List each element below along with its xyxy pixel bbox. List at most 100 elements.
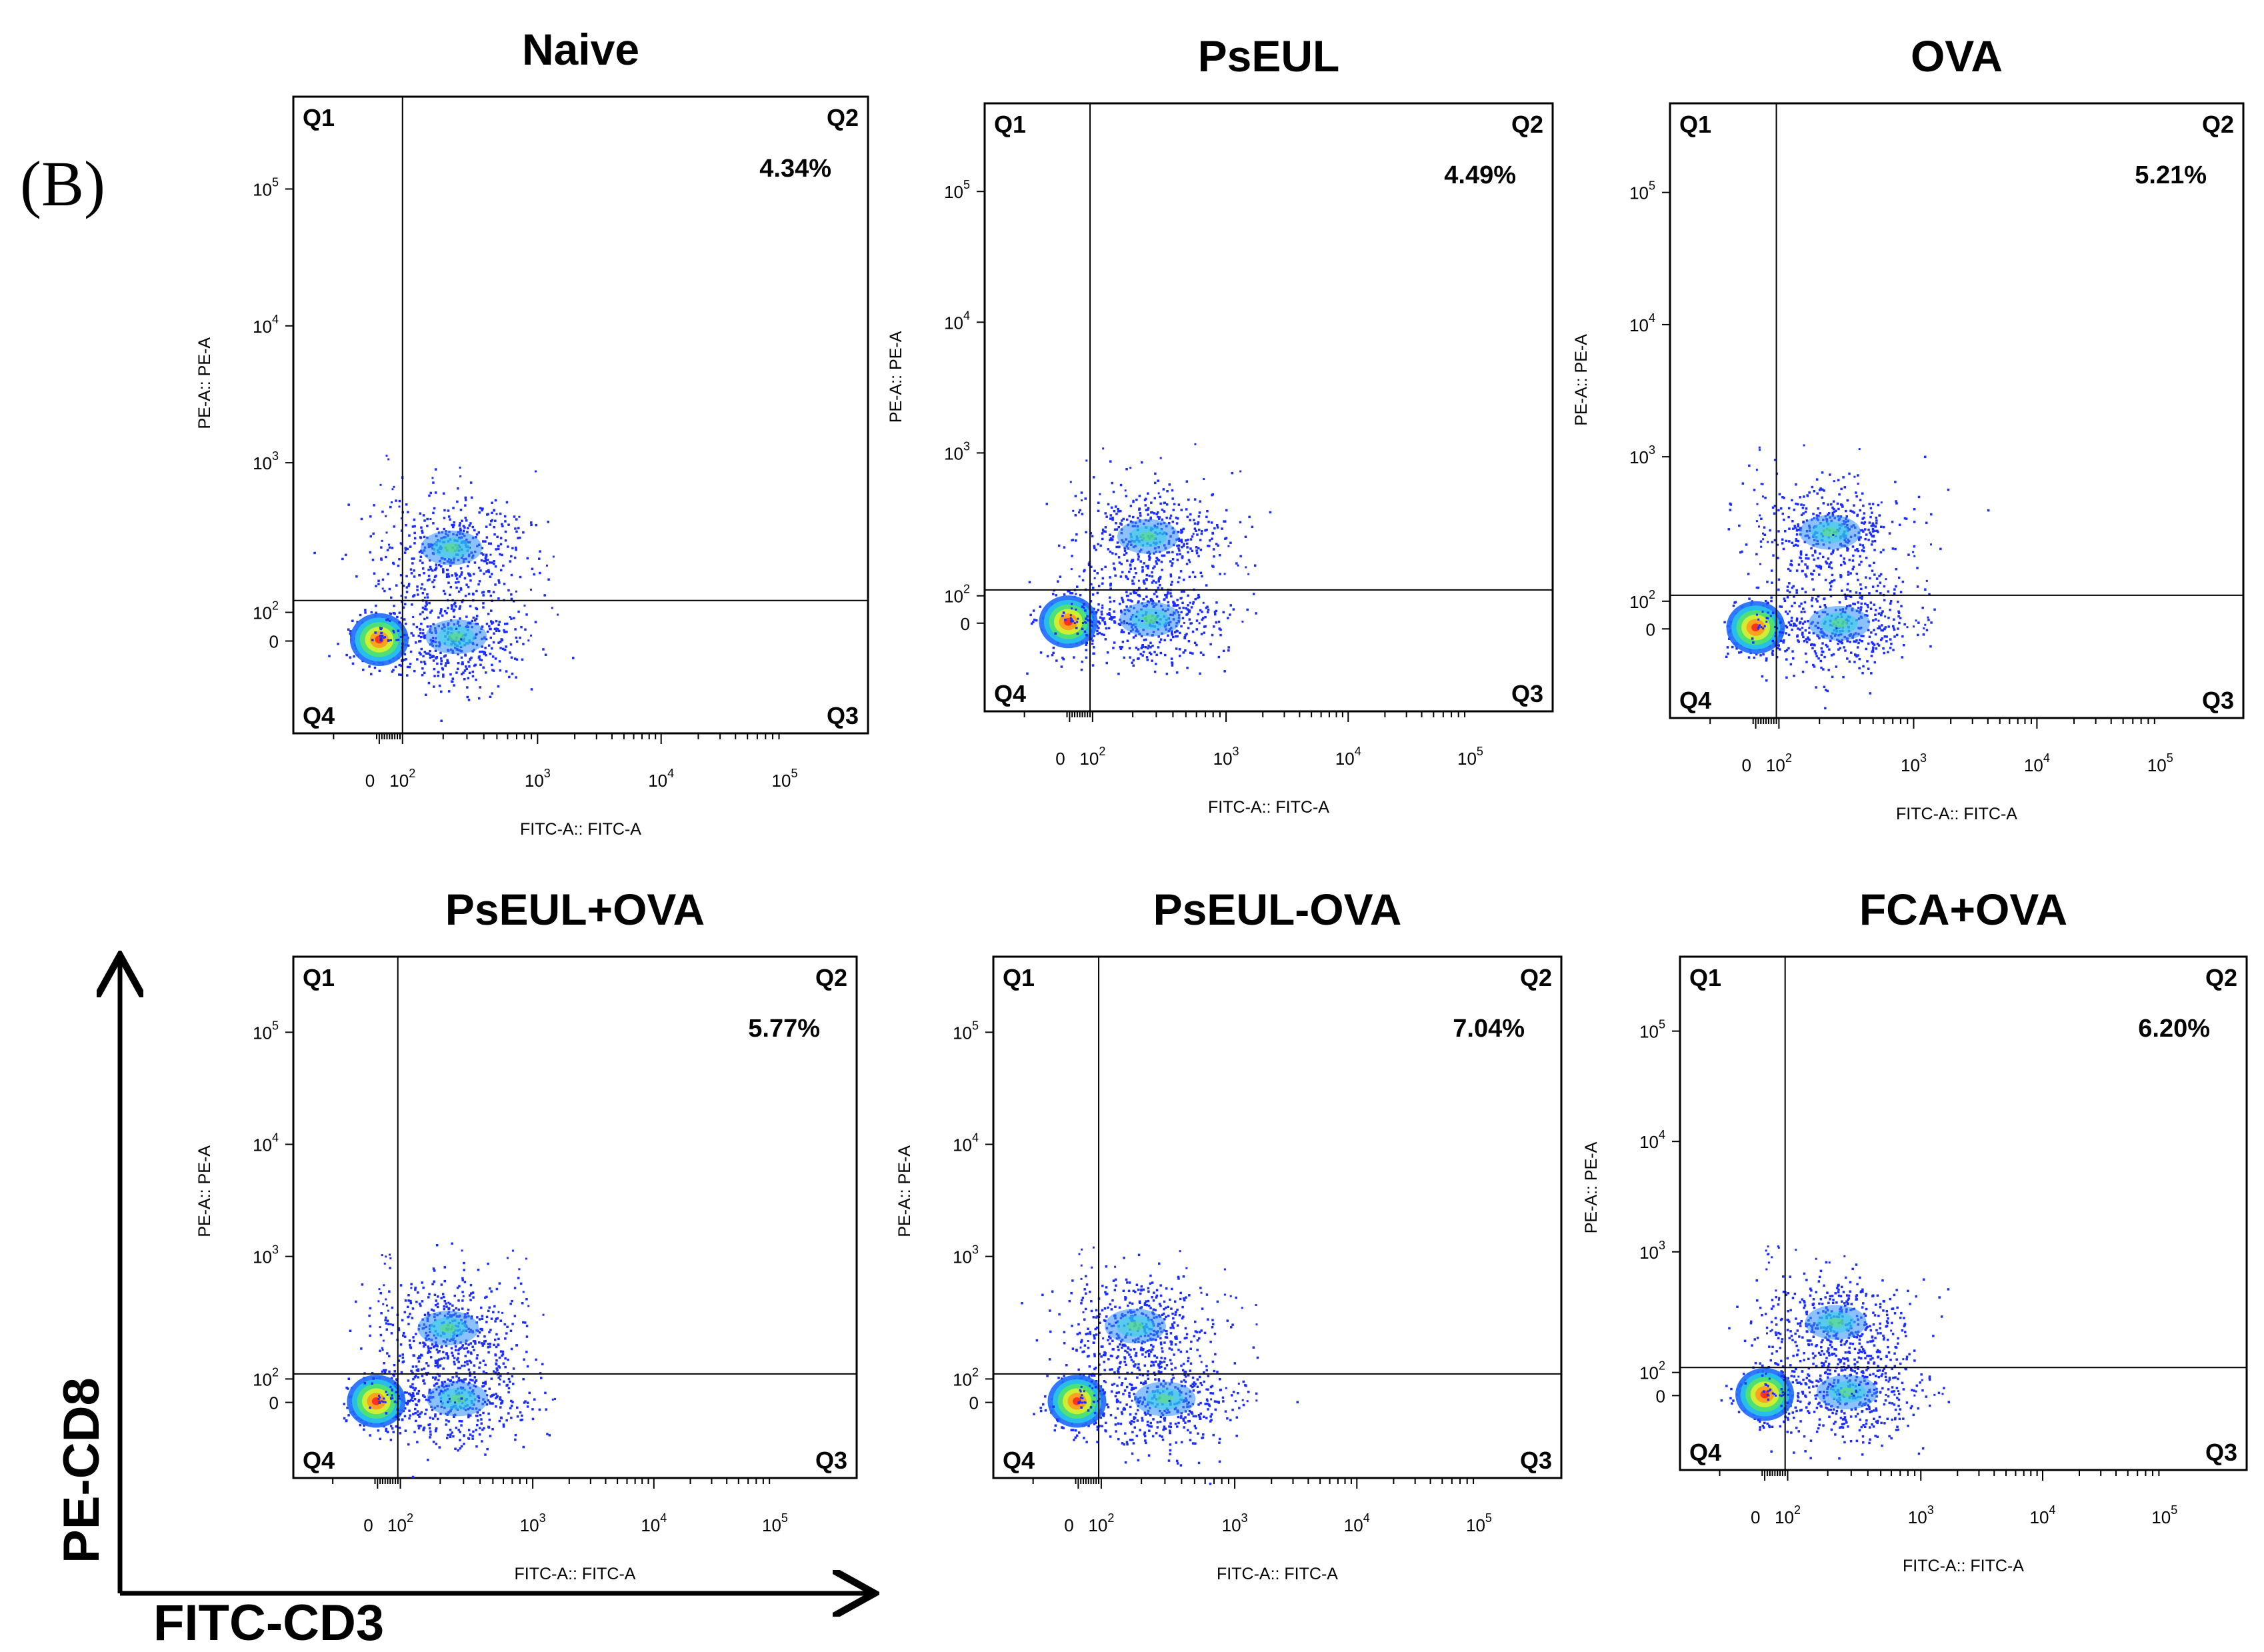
y-tick-label: 105 (253, 1019, 279, 1043)
quadrant-label-q4: Q4 (303, 702, 335, 729)
x-axis-label: FITC-A:: FITC-A (515, 1565, 636, 1583)
quadrant-label-q3: Q3 (2205, 1439, 2237, 1466)
y-tick-label: 104 (1639, 1128, 1665, 1152)
x-axis-label: FITC-A:: FITC-A (1217, 1565, 1338, 1583)
flow-plot-4: PsEUL-OVA Q1 Q2 Q3 Q4 7.04% 0 102 103 104 105 0 102 1… (895, 885, 1563, 1583)
q2-percentage: 5.77% (748, 1015, 820, 1043)
flow-plot-0: Naive Q1 Q2 Q3 Q4 4.34% 0 102 103 104 105 0 102 103 10… (195, 25, 869, 839)
axis-ticks (985, 1031, 1475, 1489)
quadrant-label-q2: Q2 (1511, 111, 1543, 138)
axis-ticks (285, 1031, 771, 1489)
x-tick-label: 0 (1751, 1507, 1760, 1527)
y-tick-label: 102 (953, 1365, 979, 1389)
x-tick-label: 104 (1344, 1511, 1370, 1535)
axis-ticks (1662, 191, 2155, 729)
x-tick-label: 102 (1766, 751, 1792, 775)
x-tick-label: 104 (2024, 751, 2050, 775)
density-core (1139, 531, 1156, 541)
y-axis-label: PE-A:: PE-A (1582, 1141, 1601, 1233)
event-dots (1021, 1246, 1299, 1485)
y-axis-label: PE-A:: PE-A (195, 337, 214, 429)
y-tick-label: 0 (969, 1393, 979, 1413)
density-core (1831, 619, 1847, 629)
plot-title: Naive (522, 25, 639, 74)
x-tick-label: 103 (520, 1511, 546, 1535)
q2-percentage: 4.49% (1444, 161, 1516, 189)
quadrant-label-q1: Q1 (303, 964, 335, 991)
y-tick-label: 105 (944, 178, 970, 202)
q2-percentage: 5.21% (2135, 161, 2207, 189)
quadrant-label-q3: Q3 (1511, 680, 1543, 707)
y-tick-label: 102 (253, 1365, 279, 1389)
quadrant-label-q3: Q3 (815, 1447, 847, 1474)
axis-ticks (977, 191, 1466, 722)
quadrant-label-q2: Q2 (815, 964, 847, 991)
plot-title: OVA (1911, 31, 2003, 81)
quadrant-label-q1: Q1 (1003, 964, 1035, 991)
y-tick-label: 103 (253, 1243, 279, 1267)
quadrant-label-q4: Q4 (1689, 1439, 1721, 1466)
x-tick-label: 102 (387, 1511, 413, 1535)
x-tick-label: 102 (1088, 1511, 1114, 1535)
plot-frame (1669, 102, 2245, 719)
plot-title: PsEUL-OVA (1153, 885, 1402, 934)
y-axis-label: PE-A:: PE-A (195, 1145, 214, 1237)
event-dots (313, 455, 575, 722)
y-tick-label: 104 (953, 1131, 979, 1155)
quadrant-label-q4: Q4 (1679, 687, 1711, 714)
x-tick-label: 0 (1064, 1515, 1073, 1535)
density-core (1827, 1317, 1844, 1327)
plot-title: PsEUL+OVA (445, 885, 705, 934)
x-axis-label: FITC-A:: FITC-A (1903, 1557, 2024, 1575)
plot-title: PsEUL (1198, 31, 1340, 81)
density-core (1760, 1390, 1769, 1399)
axis-ticks (285, 188, 780, 744)
density-core (1822, 527, 1839, 537)
density-core (449, 1394, 466, 1404)
overall-x-axis-label: FITC-CD3 (153, 1595, 384, 1651)
x-tick-label: 104 (1335, 745, 1361, 769)
y-tick-label: 104 (253, 313, 279, 337)
event-dots (1720, 1245, 1950, 1460)
y-tick-label: 102 (1629, 588, 1655, 612)
x-tick-label: 0 (365, 771, 375, 791)
y-tick-label: 105 (253, 175, 279, 199)
y-tick-label: 102 (253, 599, 279, 623)
quadrant-label-q3: Q3 (1520, 1447, 1552, 1474)
density-core (1157, 1394, 1173, 1404)
flow-plot-5: FCA+OVA Q1 Q2 Q3 Q4 6.20% 0 102 103 104 105 0 102 103… (1582, 885, 2248, 1575)
x-tick-label: 104 (648, 767, 674, 791)
x-axis-label: FITC-A:: FITC-A (1896, 805, 2017, 823)
y-tick-label: 103 (253, 449, 279, 473)
x-tick-label: 105 (1457, 745, 1483, 769)
y-tick-label: 102 (944, 583, 970, 607)
x-tick-label: 103 (525, 767, 551, 791)
y-tick-label: 104 (944, 309, 970, 333)
y-tick-label: 0 (1646, 619, 1655, 639)
density-core (440, 1323, 457, 1333)
quadrant-label-q2: Q2 (827, 104, 859, 131)
x-tick-label: 105 (762, 1511, 788, 1535)
x-axis-label: FITC-A:: FITC-A (520, 820, 641, 839)
flow-plot-3: PsEUL+OVA Q1 Q2 Q3 Q4 5.77% 0 102 103 104 105 0 102 1… (195, 885, 858, 1583)
x-tick-label: 104 (641, 1511, 667, 1535)
quadrant-label-q3: Q3 (2202, 687, 2234, 714)
event-dots (1026, 443, 1272, 675)
x-tick-label: 103 (1213, 745, 1239, 769)
quadrant-label-q4: Q4 (303, 1447, 335, 1474)
x-tick-label: 102 (1079, 745, 1105, 769)
y-tick-label: 104 (1629, 311, 1655, 335)
y-tick-label: 103 (953, 1243, 979, 1267)
plots-container: Naive Q1 Q2 Q3 Q4 4.34% 0 102 103 104 105 0 102 103 10… (195, 25, 2248, 1583)
quadrant-label-q2: Q2 (2205, 964, 2237, 991)
x-tick-label: 0 (1741, 755, 1751, 775)
quadrant-label-q2: Q2 (2202, 111, 2234, 138)
x-tick-label: 105 (772, 767, 798, 791)
x-tick-label: 105 (1466, 1511, 1492, 1535)
y-tick-label: 105 (1639, 1018, 1665, 1042)
y-tick-label: 103 (1629, 443, 1655, 467)
x-tick-label: 105 (2151, 1503, 2177, 1527)
x-tick-label: 102 (389, 767, 415, 791)
y-tick-label: 103 (1639, 1239, 1665, 1263)
